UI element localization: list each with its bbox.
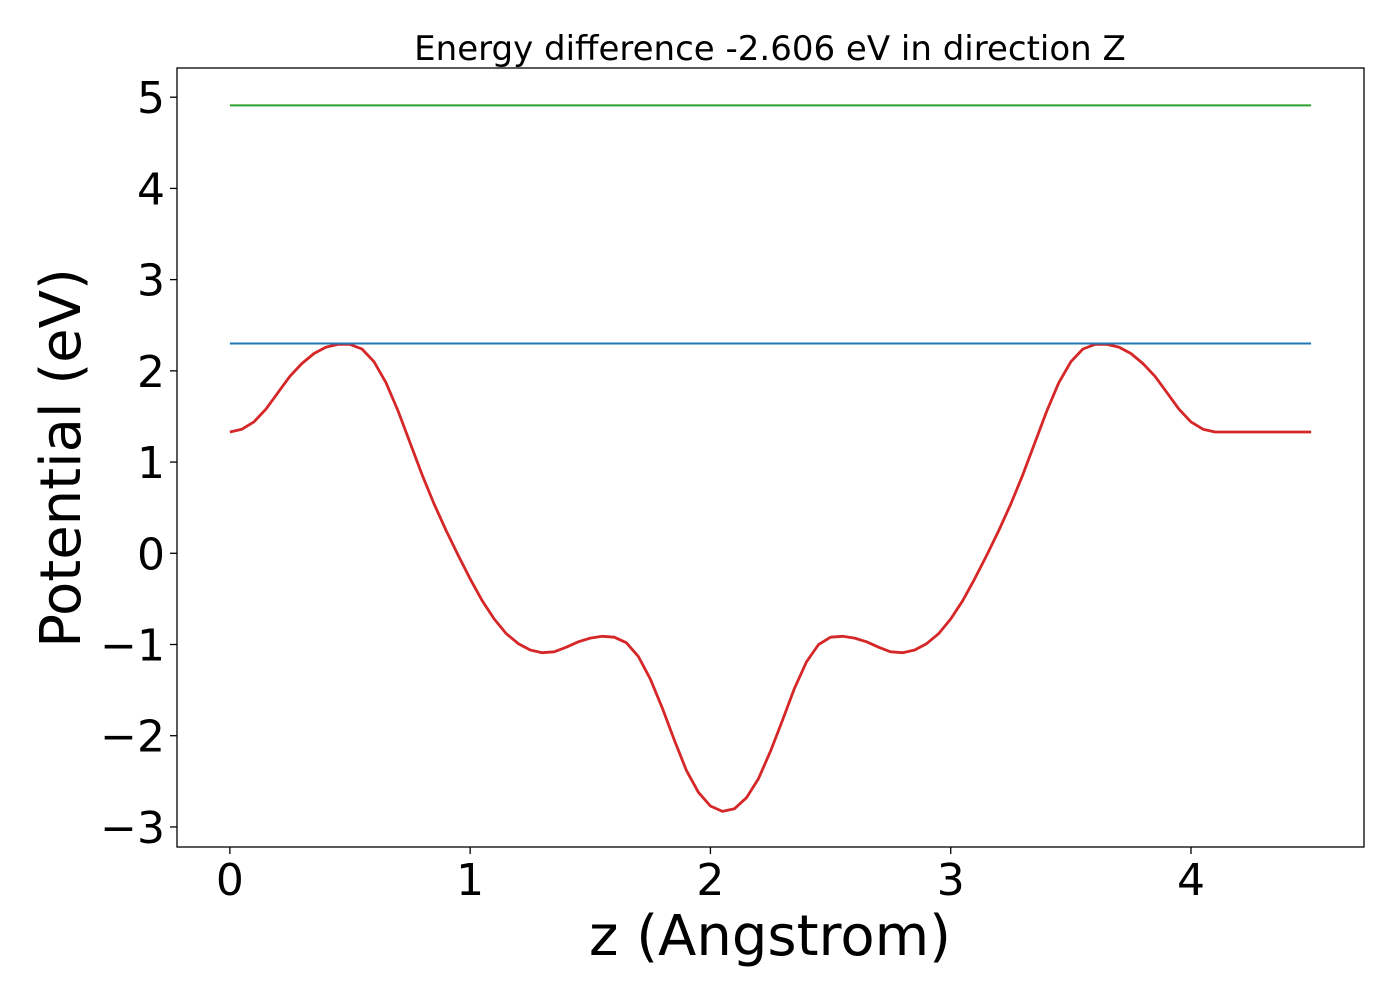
y-tick-label: −1	[100, 620, 165, 671]
series-line-0	[229, 342, 1312, 813]
y-tick-label: 5	[137, 73, 165, 124]
x-tick-label: 4	[1177, 855, 1205, 906]
y-axis: −3 −2 −1 0 1 2 3 4 5	[100, 73, 177, 854]
x-axis: 0 1 2 3 4	[216, 847, 1205, 906]
y-tick-label: 1	[137, 438, 165, 489]
x-tick-label: 3	[937, 855, 965, 906]
y-tick-label: −2	[100, 712, 165, 763]
y-axis-label: Potential (eV)	[29, 268, 94, 648]
x-axis-label: z (Angstrom)	[589, 904, 951, 969]
y-tick-label: 0	[137, 529, 165, 580]
y-tick-label: 3	[137, 256, 165, 307]
chart-title: Energy difference -2.606 eV in direction…	[414, 29, 1126, 69]
y-tick-label: 4	[137, 164, 165, 215]
y-tick-label: 2	[137, 347, 165, 398]
x-tick-label: 2	[696, 855, 724, 906]
y-tick-label: −3	[100, 803, 165, 854]
x-tick-label: 1	[456, 855, 484, 906]
plot-frame	[176, 67, 1365, 848]
x-tick-label: 0	[216, 855, 244, 906]
